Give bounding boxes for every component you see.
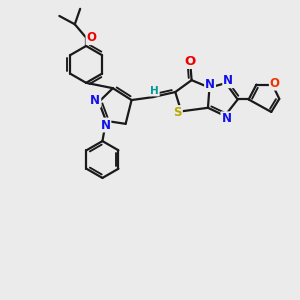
Text: N: N (221, 112, 231, 125)
Text: N: N (90, 94, 100, 107)
Text: H: H (150, 85, 159, 96)
Text: O: O (86, 31, 96, 44)
Text: O: O (184, 55, 196, 68)
Text: N: N (223, 74, 233, 87)
Text: N: N (205, 78, 215, 91)
Text: N: N (100, 118, 110, 131)
Text: S: S (173, 106, 182, 119)
Text: O: O (270, 76, 280, 90)
